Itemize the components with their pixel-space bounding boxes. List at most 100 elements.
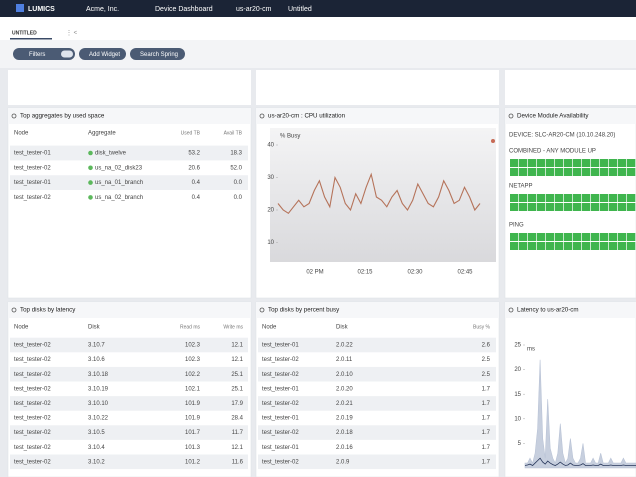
availability-cell xyxy=(510,233,519,241)
cell: 1.7 xyxy=(482,459,491,465)
cell: 2.5 xyxy=(482,372,491,378)
availability-cell xyxy=(591,159,600,167)
y-tick-label: 10 xyxy=(514,416,521,422)
cell: test_tester-02 xyxy=(14,372,51,378)
cell: test_tester-02 xyxy=(262,459,299,465)
cell: 0.0 xyxy=(234,180,243,186)
status-dot xyxy=(88,180,93,185)
tab-icons[interactable]: ⋮ < xyxy=(66,31,78,37)
cell: test_tester-02 xyxy=(14,165,51,171)
panel xyxy=(7,107,252,299)
cell: us_na_02_branch xyxy=(95,195,143,201)
availability-cell xyxy=(582,159,591,167)
availability-cell xyxy=(528,159,537,167)
availability-cell xyxy=(537,233,546,241)
logo: LUMICS xyxy=(28,6,55,13)
cell: 3.10.6 xyxy=(88,357,105,363)
org-menu[interactable]: Acme, Inc. xyxy=(86,6,119,13)
availability-cell xyxy=(573,168,582,176)
availability-cell xyxy=(546,159,555,167)
column-header: Aggregate xyxy=(88,131,116,137)
availability-cell xyxy=(591,233,600,241)
panel-title: Top aggregates by used space xyxy=(20,113,105,120)
cell: 3.10.18 xyxy=(88,372,109,378)
availability-cell xyxy=(546,242,555,250)
cell: test_tester-02 xyxy=(14,416,51,422)
device-menu[interactable]: us-ar20-cm xyxy=(236,6,272,13)
panel-header xyxy=(8,302,251,318)
cell: 3.10.19 xyxy=(88,386,109,392)
panel-header xyxy=(505,302,636,318)
availability-cell xyxy=(555,159,564,167)
button-label: Filters xyxy=(29,52,45,58)
legend-dot xyxy=(491,139,495,143)
panel-header xyxy=(256,302,499,318)
panel-icon xyxy=(259,307,265,313)
cell: 2.0.20 xyxy=(336,386,353,392)
group-label: COMBINED - ANY MODULE UP xyxy=(509,149,596,155)
cell: test_tester-01 xyxy=(262,343,299,349)
availability-cell xyxy=(627,194,636,202)
view-menu[interactable]: Untitled xyxy=(288,6,312,13)
availability-cell xyxy=(618,168,627,176)
availability-cell xyxy=(537,159,546,167)
panel xyxy=(7,301,252,477)
y-tick-label: 20 xyxy=(267,208,274,214)
cell: disk_twelve xyxy=(95,151,127,157)
tab-underline xyxy=(10,38,52,40)
availability-cell xyxy=(519,159,528,167)
panel-icon xyxy=(508,307,514,313)
column-header: Busy % xyxy=(473,324,491,330)
availability-cell xyxy=(537,242,546,250)
button[interactable] xyxy=(79,48,126,60)
cell: 2.6 xyxy=(482,343,491,349)
cell: 25.1 xyxy=(231,386,243,392)
availability-cell xyxy=(618,194,627,202)
column-header: Write ms xyxy=(223,324,243,330)
row-bg xyxy=(258,396,496,411)
availability-cell xyxy=(528,233,537,241)
cell: 18.3 xyxy=(230,151,242,157)
column-header: Used TB xyxy=(181,130,201,136)
availability-cell xyxy=(564,203,573,211)
x-tick-label: 02:45 xyxy=(457,270,473,276)
row-bg xyxy=(10,337,248,353)
x-tick-label: 02 PM xyxy=(306,270,323,276)
availability-cell xyxy=(573,242,582,250)
cell: test_tester-01 xyxy=(262,386,299,392)
dashboard-menu[interactable]: Device Dashboard xyxy=(155,6,213,13)
cell: 11.7 xyxy=(232,430,244,436)
cell: 1.7 xyxy=(482,430,491,436)
button[interactable] xyxy=(13,48,75,60)
row-bg xyxy=(10,175,248,190)
availability-cell xyxy=(591,203,600,211)
cell: 2.0.10 xyxy=(336,372,353,378)
availability-cell xyxy=(627,242,636,250)
tab[interactable]: UNTITLED xyxy=(12,30,37,36)
cell: 52.0 xyxy=(230,165,242,171)
availability-cell xyxy=(510,168,519,176)
availability-cell xyxy=(618,203,627,211)
column-header: Node xyxy=(262,325,277,331)
availability-cell xyxy=(555,203,564,211)
button[interactable] xyxy=(130,48,185,60)
x-tick-label: 02:30 xyxy=(407,270,423,276)
availability-cell xyxy=(609,242,618,250)
status-dot xyxy=(88,165,93,171)
cell: 12.1 xyxy=(231,357,243,363)
availability-cell xyxy=(573,233,582,241)
panel-title: Latency to us-ar20-cm xyxy=(517,307,579,314)
row-bg xyxy=(10,366,248,382)
panel-icon xyxy=(508,113,514,119)
availability-cell xyxy=(573,159,582,167)
toggle[interactable] xyxy=(61,50,73,58)
availability-cell xyxy=(510,159,519,167)
availability-cell xyxy=(519,203,528,211)
availability-cell xyxy=(546,233,555,241)
column-header: Disk xyxy=(336,325,349,331)
cell: test_tester-02 xyxy=(14,357,51,363)
y-tick-label: 10 xyxy=(267,240,274,246)
column-header: Avail TB xyxy=(224,130,243,136)
cell: 102.2 xyxy=(185,372,201,378)
cell: test_tester-01 xyxy=(262,416,299,422)
